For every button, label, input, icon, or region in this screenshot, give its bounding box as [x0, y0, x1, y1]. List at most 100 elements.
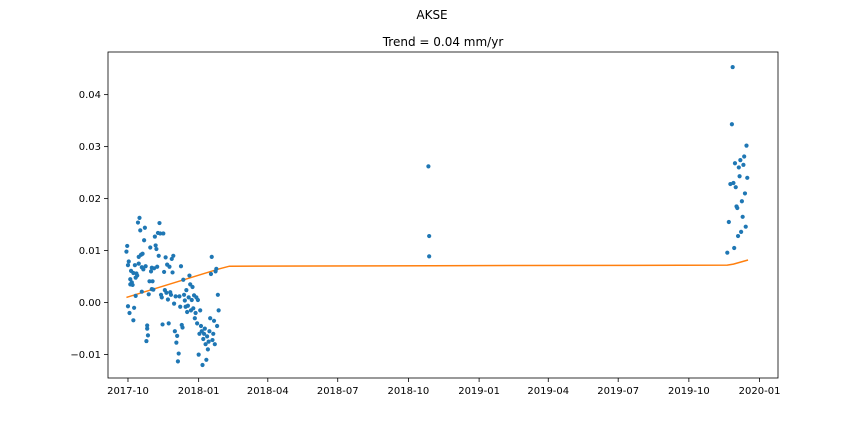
data-point — [208, 271, 214, 277]
data-point — [154, 246, 159, 252]
data-point — [146, 292, 151, 297]
data-point — [174, 340, 179, 345]
data-point — [186, 295, 191, 300]
data-point — [143, 264, 148, 269]
data-point — [137, 215, 142, 220]
trend-line-layer — [126, 259, 749, 299]
data-point — [176, 351, 181, 356]
data-point — [185, 309, 190, 315]
data-point — [201, 336, 206, 342]
data-point — [145, 333, 151, 338]
data-point — [153, 243, 158, 248]
data-point — [126, 259, 131, 264]
data-point — [133, 293, 138, 298]
data-point — [140, 251, 145, 256]
data-point — [737, 174, 742, 179]
data-point — [163, 255, 168, 260]
data-point — [207, 329, 212, 334]
data-point — [735, 233, 741, 239]
data-point — [214, 266, 219, 271]
data-point — [193, 310, 198, 316]
data-point — [181, 292, 187, 297]
data-point — [172, 329, 177, 334]
data-point — [740, 214, 745, 219]
data-point — [739, 199, 744, 204]
data-point — [201, 331, 207, 336]
x-tick-label: 2019-04 — [527, 386, 569, 397]
y-tick-label: 0.04 — [79, 90, 101, 101]
data-point — [156, 253, 161, 258]
data-point — [168, 292, 174, 297]
data-point — [145, 323, 150, 328]
data-point — [733, 185, 738, 190]
data-point — [171, 253, 176, 258]
data-point — [177, 294, 182, 299]
data-point — [167, 264, 172, 269]
x-tick-label: 2017-10 — [107, 386, 149, 397]
data-point — [726, 219, 731, 225]
data-point — [161, 231, 166, 236]
axes-frame — [107, 51, 779, 379]
data-point — [175, 359, 181, 364]
data-point — [427, 254, 432, 259]
data-point — [142, 238, 147, 243]
x-tick-label: 2018-07 — [317, 386, 359, 397]
data-point — [190, 284, 195, 290]
data-point — [187, 273, 192, 278]
data-point — [191, 306, 196, 311]
x-tick-label: 2020-01 — [739, 386, 781, 397]
data-point — [178, 264, 184, 269]
data-point — [127, 310, 132, 316]
data-point — [157, 220, 162, 226]
data-point — [144, 338, 149, 344]
data-point — [166, 321, 171, 326]
data-point — [178, 304, 183, 309]
figure-suptitle: AKSE — [416, 8, 447, 22]
data-point — [211, 318, 217, 323]
plot-area — [108, 52, 778, 378]
data-point — [132, 305, 137, 310]
data-point — [125, 263, 131, 268]
x-tick-label: 2019-01 — [458, 386, 500, 397]
x-tick-label: 2018-04 — [247, 386, 289, 397]
data-point — [205, 347, 210, 352]
y-tick-label: 0.01 — [79, 246, 101, 257]
y-tick-label: 0.02 — [79, 194, 101, 205]
x-axis: 2017-10 2018-01 2018-04 2018-07 2018-10 2019-… — [107, 378, 780, 397]
data-point — [215, 292, 220, 297]
data-point — [738, 158, 743, 163]
data-point — [125, 243, 130, 249]
trend-line — [126, 259, 749, 299]
data-point — [164, 290, 169, 295]
x-tick-label: 2018-01 — [178, 386, 220, 397]
data-point — [730, 64, 735, 70]
data-point — [427, 233, 432, 239]
data-point — [185, 303, 191, 308]
data-point — [184, 288, 189, 293]
data-point — [192, 316, 197, 321]
data-point — [209, 254, 214, 259]
data-point — [426, 164, 431, 169]
data-point — [744, 143, 749, 148]
data-point — [215, 323, 220, 329]
data-point — [205, 334, 210, 339]
data-point — [195, 297, 200, 303]
data-point — [151, 287, 156, 292]
data-point — [743, 224, 748, 229]
data-point — [195, 321, 200, 326]
data-point — [132, 263, 137, 268]
data-point — [180, 325, 185, 330]
data-point — [742, 154, 747, 159]
y-axis: −0.01 0.00 0.01 0.02 0.03 0.04 — [70, 90, 108, 361]
y-tick-label: −0.01 — [70, 350, 101, 361]
data-point — [725, 250, 730, 255]
data-point — [128, 277, 133, 282]
data-point — [152, 234, 157, 239]
data-point — [169, 256, 174, 262]
data-point — [736, 165, 741, 170]
data-point — [189, 297, 194, 303]
y-tick-label: 0.00 — [79, 298, 101, 309]
data-point — [739, 229, 744, 234]
data-point — [130, 282, 135, 288]
data-point — [181, 277, 186, 282]
